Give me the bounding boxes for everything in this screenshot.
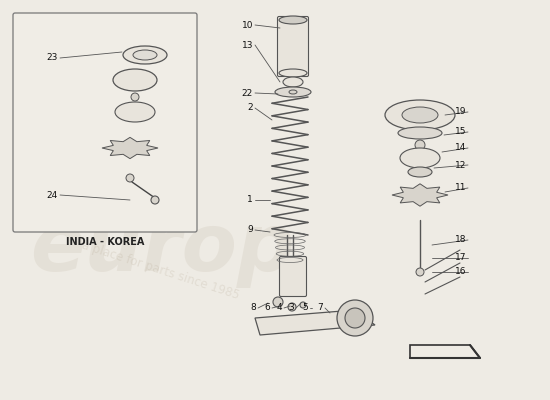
Text: 12: 12: [455, 160, 466, 170]
Ellipse shape: [133, 50, 157, 60]
Circle shape: [416, 268, 424, 276]
Text: europ: europ: [30, 210, 294, 288]
Ellipse shape: [398, 127, 442, 139]
Ellipse shape: [402, 107, 438, 123]
FancyBboxPatch shape: [278, 16, 309, 76]
Text: 2: 2: [248, 104, 253, 112]
Ellipse shape: [400, 148, 440, 168]
Ellipse shape: [123, 46, 167, 64]
Polygon shape: [255, 310, 375, 335]
Text: 23: 23: [47, 54, 58, 62]
Text: 16: 16: [454, 268, 466, 276]
Polygon shape: [392, 184, 448, 206]
Text: 15: 15: [454, 128, 466, 136]
Ellipse shape: [385, 100, 455, 130]
Circle shape: [300, 302, 306, 308]
Circle shape: [415, 140, 425, 150]
Ellipse shape: [115, 102, 155, 122]
Circle shape: [288, 303, 296, 311]
Text: 22: 22: [242, 88, 253, 98]
Text: 3: 3: [288, 304, 294, 312]
Text: 9: 9: [248, 226, 253, 234]
Polygon shape: [410, 345, 480, 358]
Text: 13: 13: [241, 40, 253, 50]
Text: 4: 4: [276, 304, 282, 312]
Polygon shape: [102, 137, 158, 159]
Text: 5: 5: [302, 304, 308, 312]
Text: 10: 10: [241, 20, 253, 30]
Text: 6: 6: [264, 304, 270, 312]
Ellipse shape: [113, 69, 157, 91]
Circle shape: [273, 297, 283, 307]
Text: 7: 7: [317, 304, 323, 312]
Text: 19: 19: [454, 108, 466, 116]
Ellipse shape: [408, 167, 432, 177]
Text: 18: 18: [454, 236, 466, 244]
Text: 24: 24: [47, 190, 58, 200]
Text: a place for parts since 1985: a place for parts since 1985: [80, 238, 241, 302]
Circle shape: [345, 308, 365, 328]
Circle shape: [131, 93, 139, 101]
Ellipse shape: [279, 69, 307, 77]
Ellipse shape: [283, 77, 303, 87]
Text: 8: 8: [250, 304, 256, 312]
Circle shape: [151, 196, 159, 204]
Ellipse shape: [279, 16, 307, 24]
Text: 17: 17: [454, 254, 466, 262]
Text: INDIA - KOREA: INDIA - KOREA: [66, 237, 144, 247]
Text: 14: 14: [455, 144, 466, 152]
Circle shape: [126, 174, 134, 182]
FancyBboxPatch shape: [279, 256, 306, 296]
Text: 11: 11: [454, 184, 466, 192]
Text: 1: 1: [248, 196, 253, 204]
FancyBboxPatch shape: [13, 13, 197, 232]
Circle shape: [337, 300, 373, 336]
Ellipse shape: [275, 87, 311, 97]
Ellipse shape: [289, 90, 297, 94]
